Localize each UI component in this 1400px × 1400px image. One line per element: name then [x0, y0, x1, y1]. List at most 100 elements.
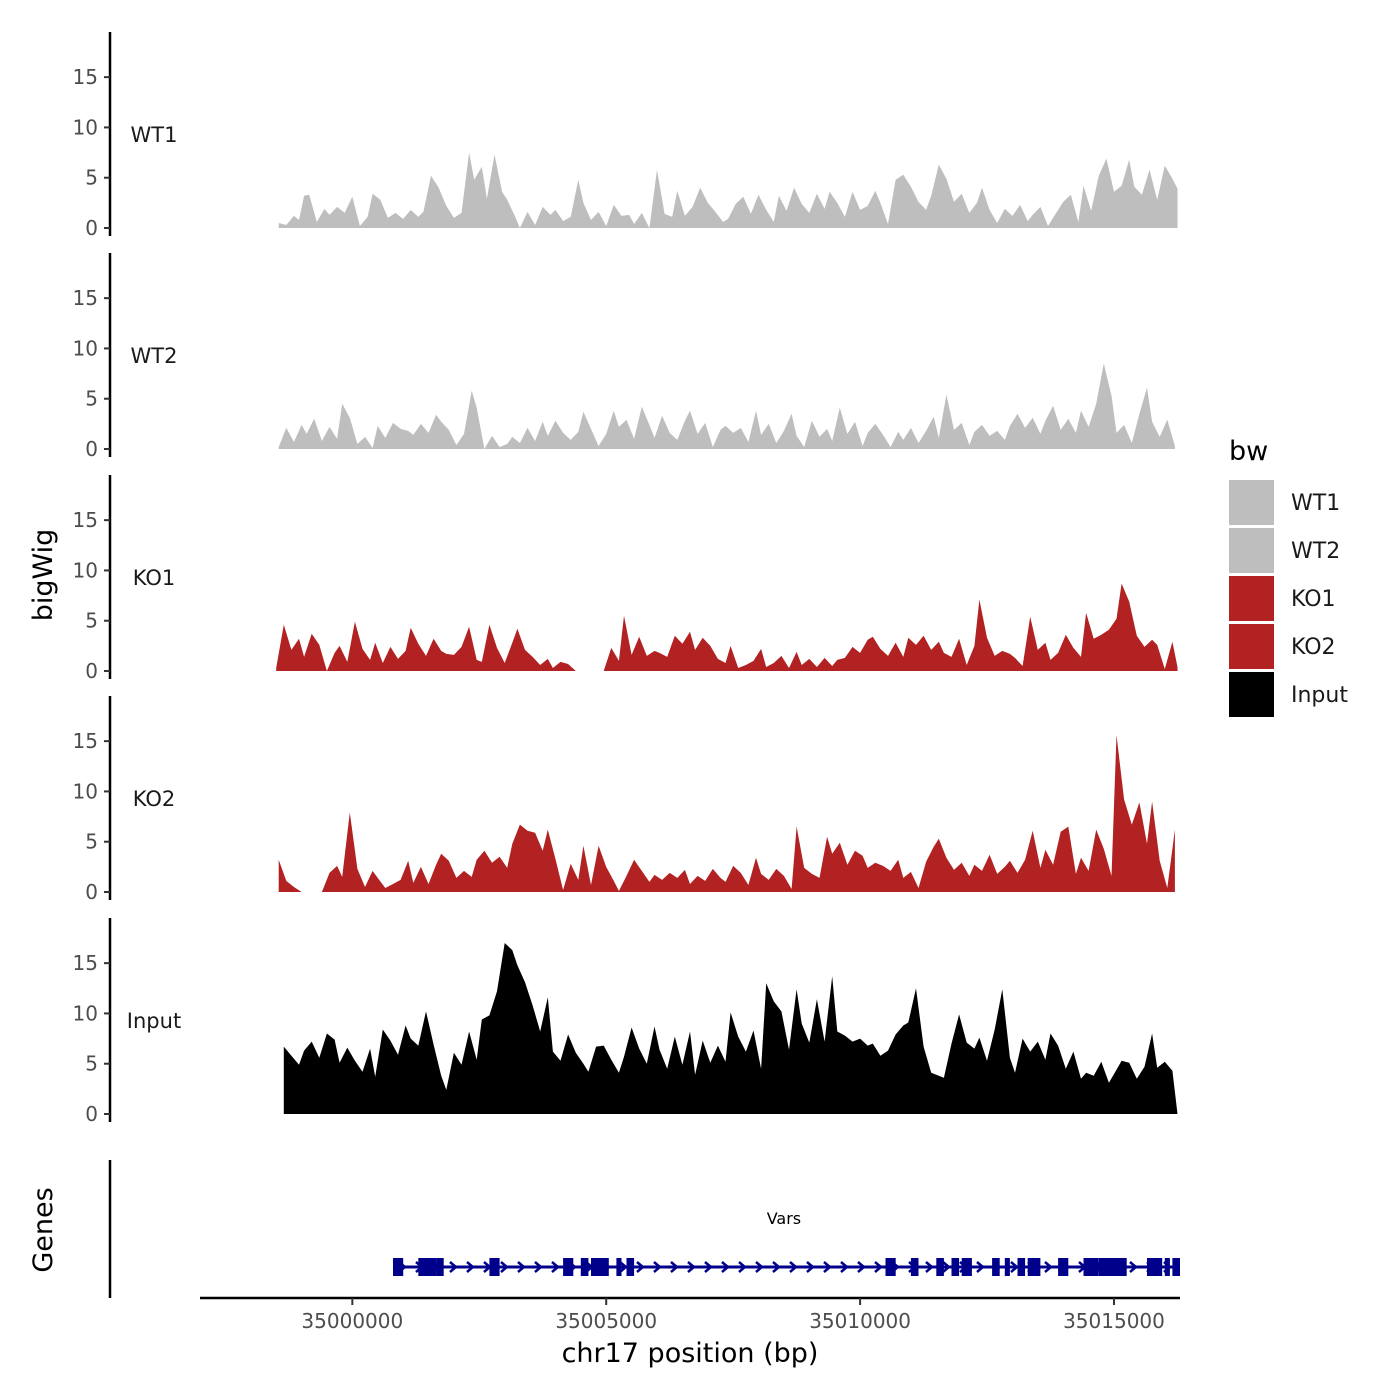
track-label: WT1	[131, 123, 178, 147]
exon	[1058, 1258, 1069, 1276]
y-tick-label: 0	[85, 880, 98, 904]
exon	[580, 1258, 589, 1276]
exon	[393, 1258, 404, 1276]
bigwig-tracks: 0 5 10 15 WT1 0 5 10 15 WT2 0 5 10 15 KO1 0 5 10 15 KO2 0 5 10…	[73, 32, 1178, 1126]
y-tick-label: 5	[85, 166, 98, 190]
y-tick-label: 0	[85, 437, 98, 461]
strand-arrow	[619, 1261, 628, 1273]
strand-arrow	[687, 1261, 696, 1273]
y-tick-label: 5	[85, 1052, 98, 1076]
exon	[563, 1258, 574, 1276]
strand-arrow	[1044, 1261, 1053, 1273]
legend-swatch	[1229, 480, 1274, 525]
exon	[1004, 1258, 1010, 1276]
strand-arrow	[823, 1261, 832, 1273]
y-tick-label: 5	[85, 387, 98, 411]
area-WT2	[278, 363, 1175, 449]
exon	[1027, 1258, 1041, 1276]
exon	[1147, 1258, 1163, 1276]
track-label: KO2	[133, 787, 176, 811]
strand-arrow	[857, 1261, 866, 1273]
strand-arrow	[704, 1261, 713, 1273]
legend-swatch	[1229, 576, 1274, 621]
strand-arrow	[874, 1261, 883, 1273]
legend-title: bw	[1229, 436, 1268, 467]
strand-arrow	[721, 1261, 730, 1273]
strand-arrow	[500, 1261, 509, 1273]
exon	[1164, 1258, 1170, 1276]
genes-panel: Vars	[108, 1160, 1180, 1298]
y-tick-label: 0	[85, 659, 98, 683]
strand-arrow	[1129, 1261, 1138, 1273]
strand-arrow	[772, 1261, 781, 1273]
strand-arrow	[653, 1261, 662, 1273]
area-Input	[283, 943, 1178, 1114]
y-tick-label: 0	[85, 216, 98, 240]
strand-arrow	[517, 1261, 526, 1273]
exon	[910, 1258, 919, 1276]
strand-arrow	[636, 1261, 645, 1273]
strand-arrow	[840, 1261, 849, 1273]
y-tick-label: 15	[73, 286, 98, 310]
area-KO1	[276, 583, 1178, 671]
legend-swatch	[1229, 528, 1274, 573]
exon	[992, 1258, 1000, 1276]
exon	[961, 1258, 972, 1276]
legend-swatch	[1229, 624, 1274, 669]
legend-label: KO2	[1291, 635, 1336, 660]
y-tick-label: 10	[73, 779, 98, 803]
y-tick-label: 10	[73, 1001, 98, 1025]
legend-swatch	[1229, 672, 1274, 717]
exon	[951, 1258, 960, 1276]
x-axis-title: chr17 position (bp)	[562, 1338, 819, 1369]
track-label: Input	[127, 1009, 181, 1033]
exon	[489, 1258, 500, 1276]
exon	[418, 1258, 437, 1276]
track-label: WT2	[131, 344, 178, 368]
exon	[1116, 1258, 1127, 1276]
exon	[1172, 1258, 1180, 1276]
x-tick-label: 35010000	[809, 1309, 911, 1333]
strand-arrow	[976, 1261, 985, 1273]
x-axis: 35000000 35005000 35010000 35015000	[200, 1296, 1180, 1333]
y-tick-label: 10	[73, 115, 98, 139]
strand-arrow	[925, 1261, 934, 1273]
strand-arrow	[942, 1261, 951, 1273]
y-tick-label: 15	[73, 729, 98, 753]
track-WT2: 0 5 10 15 WT2	[73, 253, 1175, 461]
exon	[885, 1258, 896, 1276]
strand-arrow	[806, 1261, 815, 1273]
track-WT1: 0 5 10 15 WT1	[73, 32, 1178, 240]
y-tick-label: 10	[73, 558, 98, 582]
exon	[591, 1258, 609, 1276]
area-WT1	[278, 152, 1178, 228]
strand-arrow	[534, 1261, 543, 1273]
area-KO2	[278, 735, 1175, 892]
legend-item-KO1: KO1	[1229, 576, 1336, 621]
legend-label: WT2	[1291, 539, 1340, 564]
strand-arrow	[466, 1261, 475, 1273]
track-KO2: 0 5 10 15 KO2	[73, 696, 1175, 904]
legend-item-WT1: WT1	[1229, 480, 1340, 525]
strand-arrow	[1010, 1261, 1019, 1273]
exon	[936, 1258, 944, 1276]
y-tick-label: 0	[85, 1102, 98, 1126]
track-KO1: 0 5 10 15 KO1	[73, 475, 1178, 683]
track-label: KO1	[133, 566, 176, 590]
legend-item-WT2: WT2	[1229, 528, 1340, 573]
y-axis-title-genes: Genes	[28, 1187, 59, 1272]
legend-label: KO1	[1291, 587, 1336, 612]
y-tick-label: 5	[85, 609, 98, 633]
track-Input: 0 5 10 15 Input	[73, 918, 1178, 1126]
gene-label: Vars	[767, 1209, 801, 1228]
y-tick-label: 10	[73, 336, 98, 360]
strand-arrow	[551, 1261, 560, 1273]
exon	[1083, 1258, 1099, 1276]
y-tick-label: 5	[85, 830, 98, 854]
strand-arrow	[670, 1261, 679, 1273]
legend-label: WT1	[1291, 491, 1340, 516]
legend: bw WT1 WT2 KO1 KO2 Input	[1229, 436, 1348, 717]
exon	[1017, 1258, 1026, 1276]
legend-item-Input: Input	[1229, 672, 1348, 717]
